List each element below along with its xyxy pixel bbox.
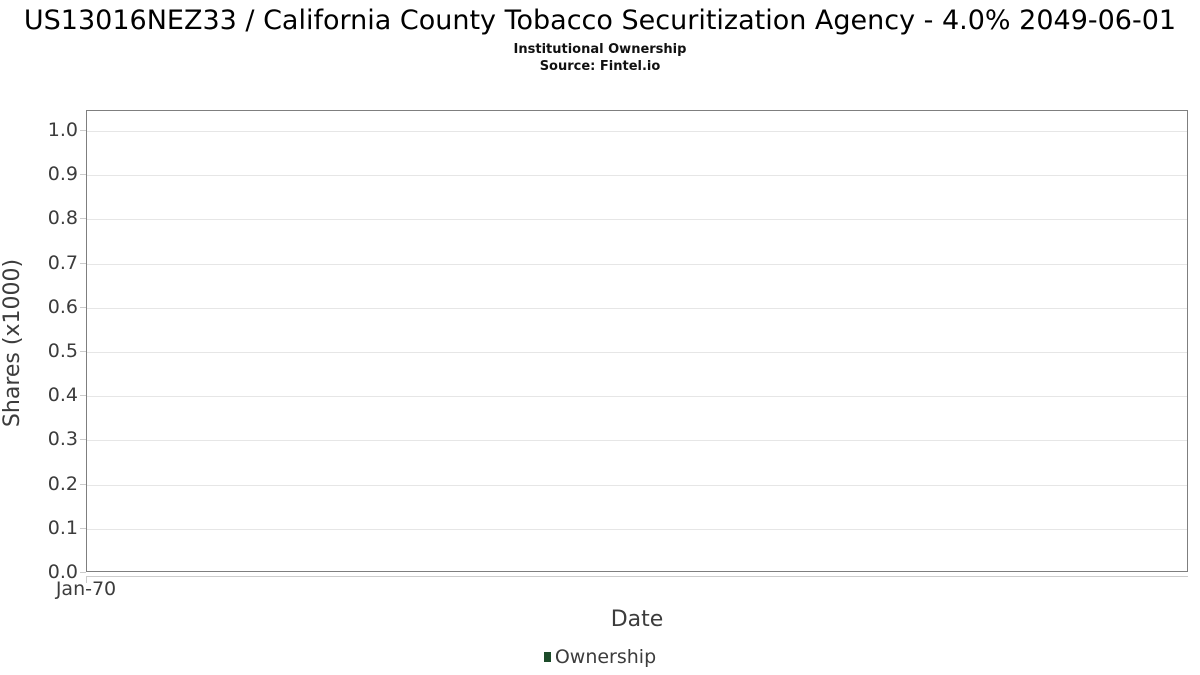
y-tick-label: 0.9 bbox=[47, 163, 78, 185]
y-tick-mark bbox=[80, 130, 86, 131]
gridline bbox=[87, 529, 1187, 530]
gridline bbox=[87, 352, 1187, 353]
y-tick-label: 0.5 bbox=[47, 340, 78, 362]
y-tick-label: 0.7 bbox=[47, 252, 78, 274]
y-tick-mark bbox=[80, 263, 86, 264]
y-tick-mark bbox=[80, 174, 86, 175]
chart-source-credit: Source: Fintel.io bbox=[539, 59, 661, 74]
x-tick-label: Jan-70 bbox=[55, 578, 117, 600]
y-tick-mark bbox=[80, 439, 86, 440]
chart-subtitle: Institutional Ownership bbox=[513, 42, 687, 57]
y-tick-label: 1.0 bbox=[47, 119, 78, 141]
legend-marker-square-icon bbox=[543, 652, 551, 662]
y-tick-label: 0.8 bbox=[47, 207, 78, 229]
chart-header: US13016NEZ33 / California County Tobacco… bbox=[0, 2, 1200, 75]
y-tick-label: 0.2 bbox=[47, 473, 78, 495]
plot-area bbox=[86, 110, 1188, 572]
gridline bbox=[87, 440, 1187, 441]
y-tick-mark bbox=[80, 218, 86, 219]
y-tick-mark bbox=[80, 351, 86, 352]
gridline bbox=[87, 485, 1187, 486]
x-axis-title: Date bbox=[610, 607, 664, 632]
y-tick-label: 0.0 bbox=[47, 561, 78, 583]
legend: Ownership bbox=[0, 646, 1200, 668]
gridline bbox=[87, 308, 1187, 309]
y-tick-mark bbox=[80, 307, 86, 308]
y-tick-mark bbox=[80, 528, 86, 529]
y-tick-label: 0.6 bbox=[47, 296, 78, 318]
x-axis-line bbox=[86, 576, 1188, 577]
chart-title: US13016NEZ33 / California County Tobacco… bbox=[23, 5, 1177, 36]
gridline bbox=[87, 175, 1187, 176]
y-tick-mark bbox=[80, 484, 86, 485]
gridline bbox=[87, 264, 1187, 265]
y-tick-label: 0.4 bbox=[47, 384, 78, 406]
y-tick-mark bbox=[80, 572, 86, 573]
y-tick-mark bbox=[80, 395, 86, 396]
gridline bbox=[87, 219, 1187, 220]
y-tick-label: 0.1 bbox=[47, 517, 78, 539]
legend-series-label: Ownership bbox=[554, 646, 657, 668]
y-tick-label: 0.3 bbox=[47, 428, 78, 450]
x-tick-mark bbox=[86, 577, 87, 583]
gridline bbox=[87, 396, 1187, 397]
gridline bbox=[87, 131, 1187, 132]
